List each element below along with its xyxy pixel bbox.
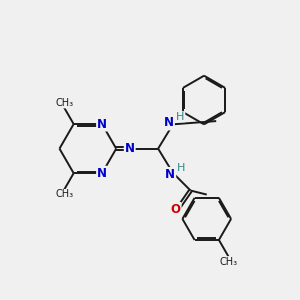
Text: CH₃: CH₃: [55, 98, 73, 108]
Text: H: H: [177, 163, 185, 172]
Text: N: N: [164, 116, 174, 130]
Text: N: N: [97, 118, 107, 130]
Text: CH₃: CH₃: [219, 257, 237, 267]
Text: H: H: [176, 112, 185, 122]
Text: N: N: [165, 168, 175, 181]
Text: N: N: [97, 167, 107, 180]
Text: O: O: [171, 203, 181, 216]
Text: N: N: [125, 142, 135, 155]
Text: CH₃: CH₃: [55, 190, 73, 200]
